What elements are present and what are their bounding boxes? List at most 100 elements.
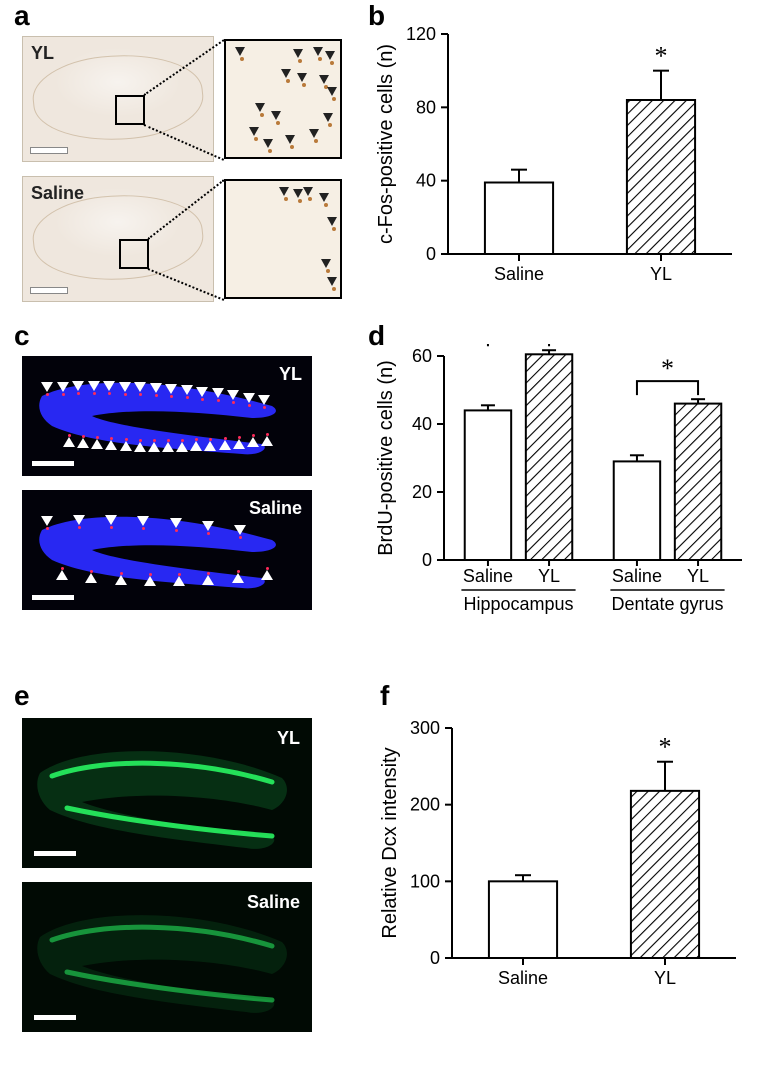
panel-e: YL Saline: [22, 718, 322, 1046]
pointer-icon: [247, 437, 259, 447]
pointer-icon: [134, 442, 146, 452]
svg-text:80: 80: [416, 97, 436, 117]
pointer-icon: [293, 189, 303, 198]
pointer-icon: [162, 442, 174, 452]
pointer-icon: [313, 47, 323, 56]
svg-text:*: *: [655, 42, 668, 71]
svg-text:100: 100: [410, 871, 440, 891]
fluorescence-image: Saline: [22, 882, 312, 1032]
svg-text:200: 200: [410, 795, 440, 815]
pointer-icon: [255, 103, 265, 112]
panel-c: YL Saline: [22, 356, 322, 624]
pointer-icon: [41, 382, 53, 392]
pointer-icon: [271, 111, 281, 120]
pointer-icon: [148, 442, 160, 452]
pointer-icon: [233, 439, 245, 449]
pointer-icon: [325, 51, 335, 60]
scalebar-icon: [31, 148, 67, 153]
svg-text:120: 120: [406, 24, 436, 44]
pointer-icon: [181, 385, 193, 395]
pointer-icon: [56, 570, 68, 580]
pointer-icon: [327, 217, 337, 226]
pointer-icon: [263, 139, 273, 148]
pointer-icon: [232, 573, 244, 583]
svg-text:*: *: [659, 733, 672, 762]
svg-text:*: *: [661, 354, 674, 383]
panel-label-f: f: [380, 680, 389, 712]
image-label: Saline: [249, 498, 302, 519]
pointer-icon: [77, 438, 89, 448]
micrograph-inset: [224, 39, 342, 159]
svg-text:Relative Dcx intensity: Relative Dcx intensity: [379, 747, 401, 938]
svg-text:Saline: Saline: [494, 264, 544, 284]
svg-text:0: 0: [422, 550, 432, 570]
pointer-icon: [63, 437, 75, 447]
svg-text:BrdU-positive cells (n): BrdU-positive cells (n): [375, 360, 397, 556]
scalebar-icon: [31, 288, 67, 293]
pointer-icon: [41, 516, 53, 526]
svg-text:YL: YL: [687, 566, 709, 586]
pointer-icon: [227, 390, 239, 400]
pointer-icon: [72, 381, 84, 391]
pointer-icon: [327, 277, 337, 286]
pointer-icon: [85, 573, 97, 583]
pointer-icon: [196, 387, 208, 397]
image-label: YL: [31, 43, 54, 64]
figure: a b c d e f YLSaline 04080120c-Fos-posit…: [0, 0, 757, 1081]
pointer-icon: [173, 576, 185, 586]
svg-text:Saline: Saline: [612, 566, 662, 586]
pointer-icon: [235, 47, 245, 56]
pointer-icon: [204, 441, 216, 451]
pointer-icon: [202, 575, 214, 585]
pointer-icon: [319, 75, 329, 84]
chart-f: 0100200300Relative Dcx intensitySalineYL…: [376, 712, 746, 1002]
fluorescence-image: YL: [22, 356, 312, 476]
pointer-icon: [134, 382, 146, 392]
svg-text:40: 40: [416, 171, 436, 191]
pointer-icon: [73, 515, 85, 525]
svg-text:20: 20: [412, 482, 432, 502]
image-label: YL: [277, 728, 300, 749]
svg-text:YL: YL: [654, 968, 676, 988]
svg-text:0: 0: [430, 948, 440, 968]
svg-text:c-Fos-positive cells (n): c-Fos-positive cells (n): [375, 44, 397, 244]
pointer-icon: [103, 381, 115, 391]
scalebar-icon: [32, 461, 74, 466]
micrograph-inset: [224, 179, 342, 299]
pointer-icon: [202, 521, 214, 531]
svg-text:Saline: Saline: [463, 566, 513, 586]
svg-text:0: 0: [426, 244, 436, 264]
pointer-icon: [91, 439, 103, 449]
pointer-icon: [144, 576, 156, 586]
panel-label-c: c: [14, 320, 30, 352]
pointer-icon: [176, 442, 188, 452]
micrograph-pair: Saline: [22, 176, 342, 302]
scalebar-icon: [34, 851, 76, 856]
svg-text:Hippocampus: Hippocampus: [463, 594, 573, 614]
pointer-icon: [309, 129, 319, 138]
panel-a: YL Saline: [22, 36, 342, 316]
pointer-icon: [120, 441, 132, 451]
svg-text:300: 300: [410, 718, 440, 738]
pointer-icon: [261, 436, 273, 446]
pointer-icon: [57, 382, 69, 392]
svg-text:YL: YL: [538, 566, 560, 586]
micrograph-pair: YL: [22, 36, 342, 162]
pointer-icon: [258, 395, 270, 405]
pointer-icon: [219, 440, 231, 450]
fluorescence-image: YL: [22, 718, 312, 868]
pointer-icon: [234, 525, 246, 535]
pointer-icon: [279, 187, 289, 196]
pointer-icon: [243, 393, 255, 403]
pointer-icon: [150, 383, 162, 393]
pointer-icon: [105, 440, 117, 450]
svg-text:Dentate gyrus: Dentate gyrus: [611, 594, 723, 614]
scalebar-icon: [34, 1015, 76, 1020]
fluorescence-image: Saline: [22, 490, 312, 610]
pointer-icon: [297, 73, 307, 82]
panel-label-a: a: [14, 0, 30, 32]
chart-d: 0204060BrdU-positive cells (n)SalineYLHi…: [372, 344, 752, 624]
svg-text:YL: YL: [650, 264, 672, 284]
pointer-icon: [165, 384, 177, 394]
svg-text:60: 60: [412, 346, 432, 366]
